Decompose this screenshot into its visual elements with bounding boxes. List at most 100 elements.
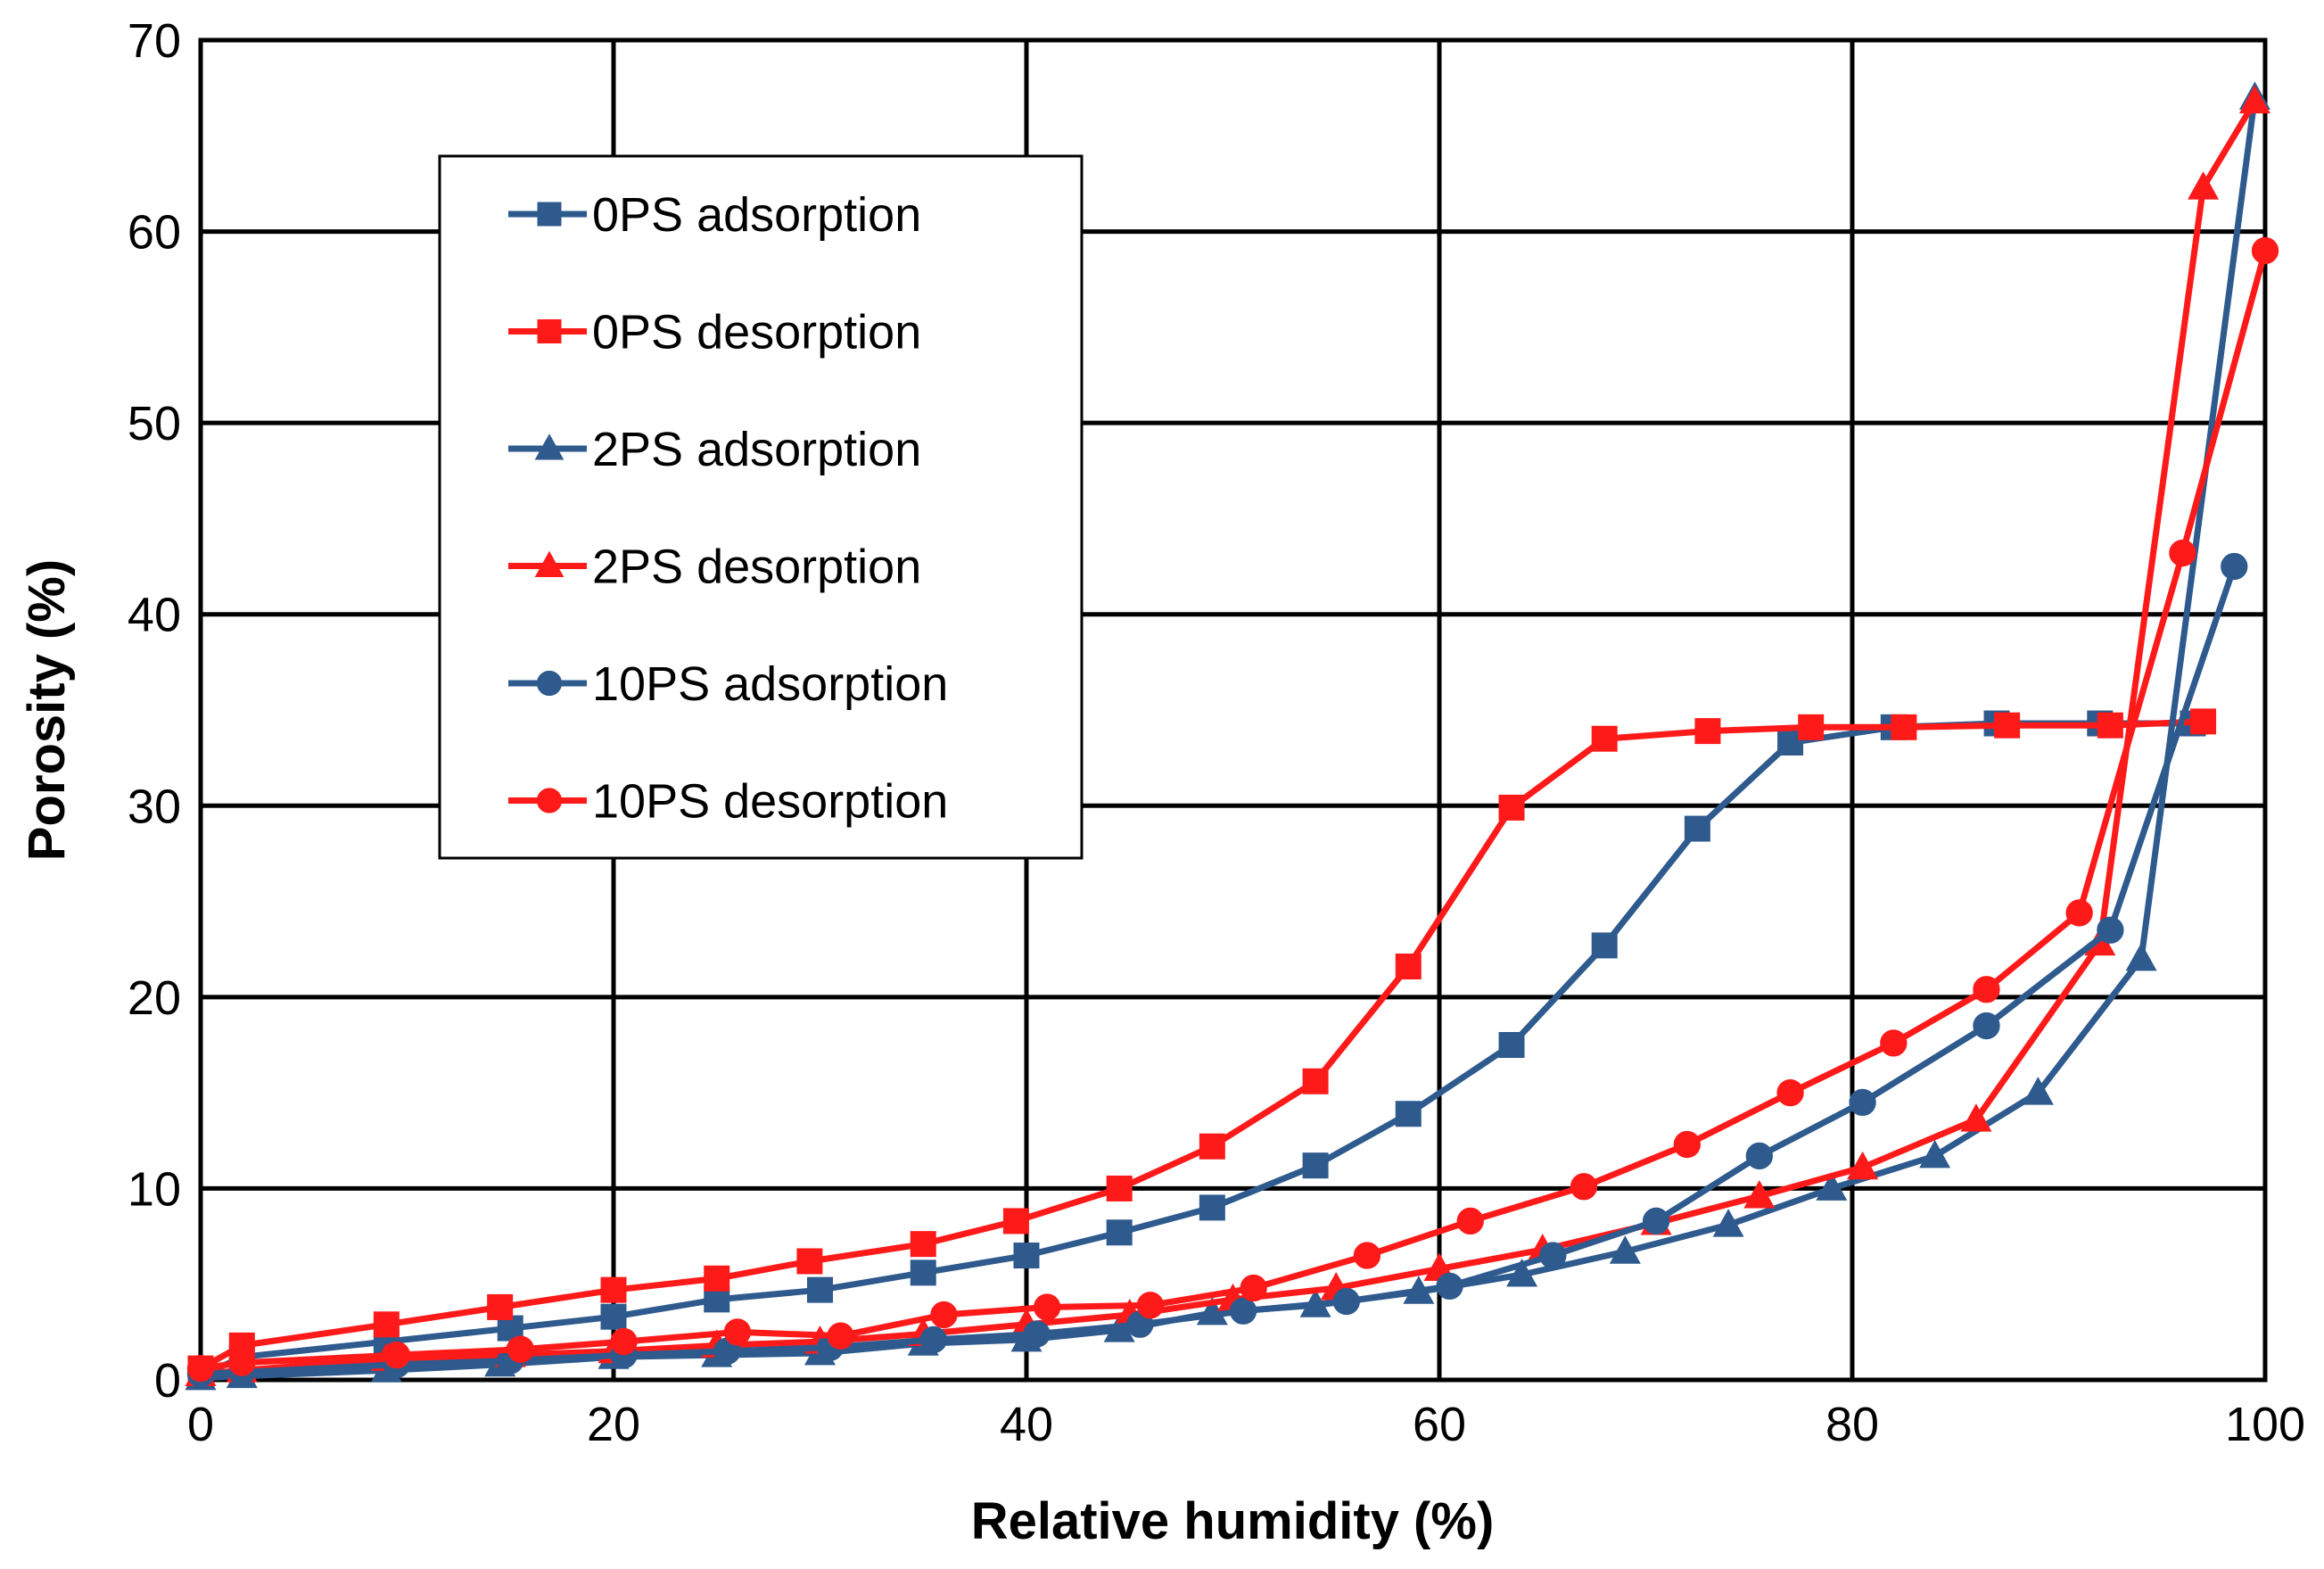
data-point [2221,552,2248,581]
plot-area [198,37,2268,1383]
data-point [2251,236,2279,265]
data-point [1302,1152,1329,1179]
legend-label: 2PS adsorption [592,423,921,476]
legend-marker [534,434,565,460]
data-point [1847,1151,1879,1180]
data-point [2190,708,2217,735]
series-line [197,563,2237,1378]
data-point [600,1276,627,1303]
data-point [1743,1179,1776,1209]
data-point [1642,1207,1670,1235]
legend-label: 10PS adsorption [592,657,948,711]
data-point [1849,1088,1876,1117]
data-point [373,1311,400,1338]
data-point [1456,1207,1484,1235]
data-point [1498,794,1525,821]
data-point [2125,942,2157,971]
x-axis-ticks: 0 20 40 60 80 100 [187,1398,2305,1451]
data-point [1034,1293,1061,1321]
legend-item: 0PS adsorption [508,188,921,242]
series-10ps-desorption [186,236,2279,1383]
data-point [704,1286,730,1313]
data-point [704,1265,730,1292]
legend-marker [537,202,562,227]
data-point [1609,1235,1641,1264]
data-point [1395,1101,1422,1127]
y-axis-ticks: 0 10 20 30 40 50 60 70 [128,14,181,1408]
legend-item: 10PS adsorption [508,657,948,711]
data-point [1816,1172,1848,1201]
y-tick-label: 70 [128,14,181,68]
series-10ps-adsorption [186,552,2248,1388]
data-point [1776,1078,1804,1107]
data-point [2169,539,2196,567]
data-point [2097,712,2123,739]
x-axis-title: Relative humidity (%) [971,1492,1495,1550]
data-point [1136,1292,1165,1319]
series-layer [185,81,2279,1391]
data-point [1229,1297,1257,1325]
data-point [507,1335,534,1363]
legend-box [438,154,1084,860]
data-point [1694,718,1721,745]
y-tick-label: 40 [128,589,181,642]
x-tick-label: 100 [2225,1398,2305,1451]
legend-marker [536,670,563,697]
y-axis-title: Porosity (%) [18,559,76,861]
data-point [910,1231,936,1258]
x-tick-label: 20 [587,1398,640,1451]
data-point [796,1248,823,1275]
data-point [2097,916,2124,944]
data-point [1332,1287,1360,1316]
data-point [1106,1219,1133,1246]
legend-label: 2PS desorption [592,541,921,594]
data-point [1539,1242,1567,1269]
data-point [383,1341,411,1369]
data-point [1745,1142,1773,1170]
data-point [1973,1012,2000,1040]
data-point [1684,815,1710,842]
legend-item: 0PS desorption [508,306,921,359]
series-0ps-desorption [187,708,2217,1382]
data-point [1994,712,2021,739]
legend-marker [537,319,562,343]
y-tick-label: 10 [128,1162,181,1216]
x-tick-label: 40 [1000,1398,1053,1451]
legend-marker [536,788,563,813]
legend-marker [534,550,565,578]
data-point [1798,714,1825,740]
data-point [1506,1258,1538,1287]
y-tick-label: 50 [128,397,181,450]
data-point [919,1325,947,1354]
data-point [600,1303,627,1330]
data-point [807,1276,833,1303]
data-point [1106,1175,1133,1202]
y-tick-label: 20 [128,971,181,1025]
legend-item: 2PS adsorption [508,423,921,476]
data-point [1673,1130,1701,1159]
data-point [1973,976,2000,1003]
data-point [186,1354,215,1383]
data-point [723,1318,752,1346]
data-point [1880,1029,1908,1057]
data-point [2022,1077,2054,1105]
data-point [1891,714,1917,740]
data-point [1436,1272,1463,1301]
data-point [1712,1209,1744,1237]
data-point [930,1301,958,1329]
data-point [1353,1242,1381,1269]
data-point [910,1259,936,1286]
data-point [1919,1139,1951,1168]
x-tick-label: 80 [1825,1398,1879,1451]
data-point [1240,1274,1267,1302]
data-point [1591,932,1618,959]
legend-item: 10PS desorption [508,775,948,829]
legend-label: 0PS desorption [592,306,921,359]
data-point [610,1327,638,1356]
data-point [1395,954,1422,980]
data-point [2188,171,2220,200]
data-point [2238,85,2270,114]
data-point [1023,1320,1051,1348]
data-point [1570,1173,1598,1201]
